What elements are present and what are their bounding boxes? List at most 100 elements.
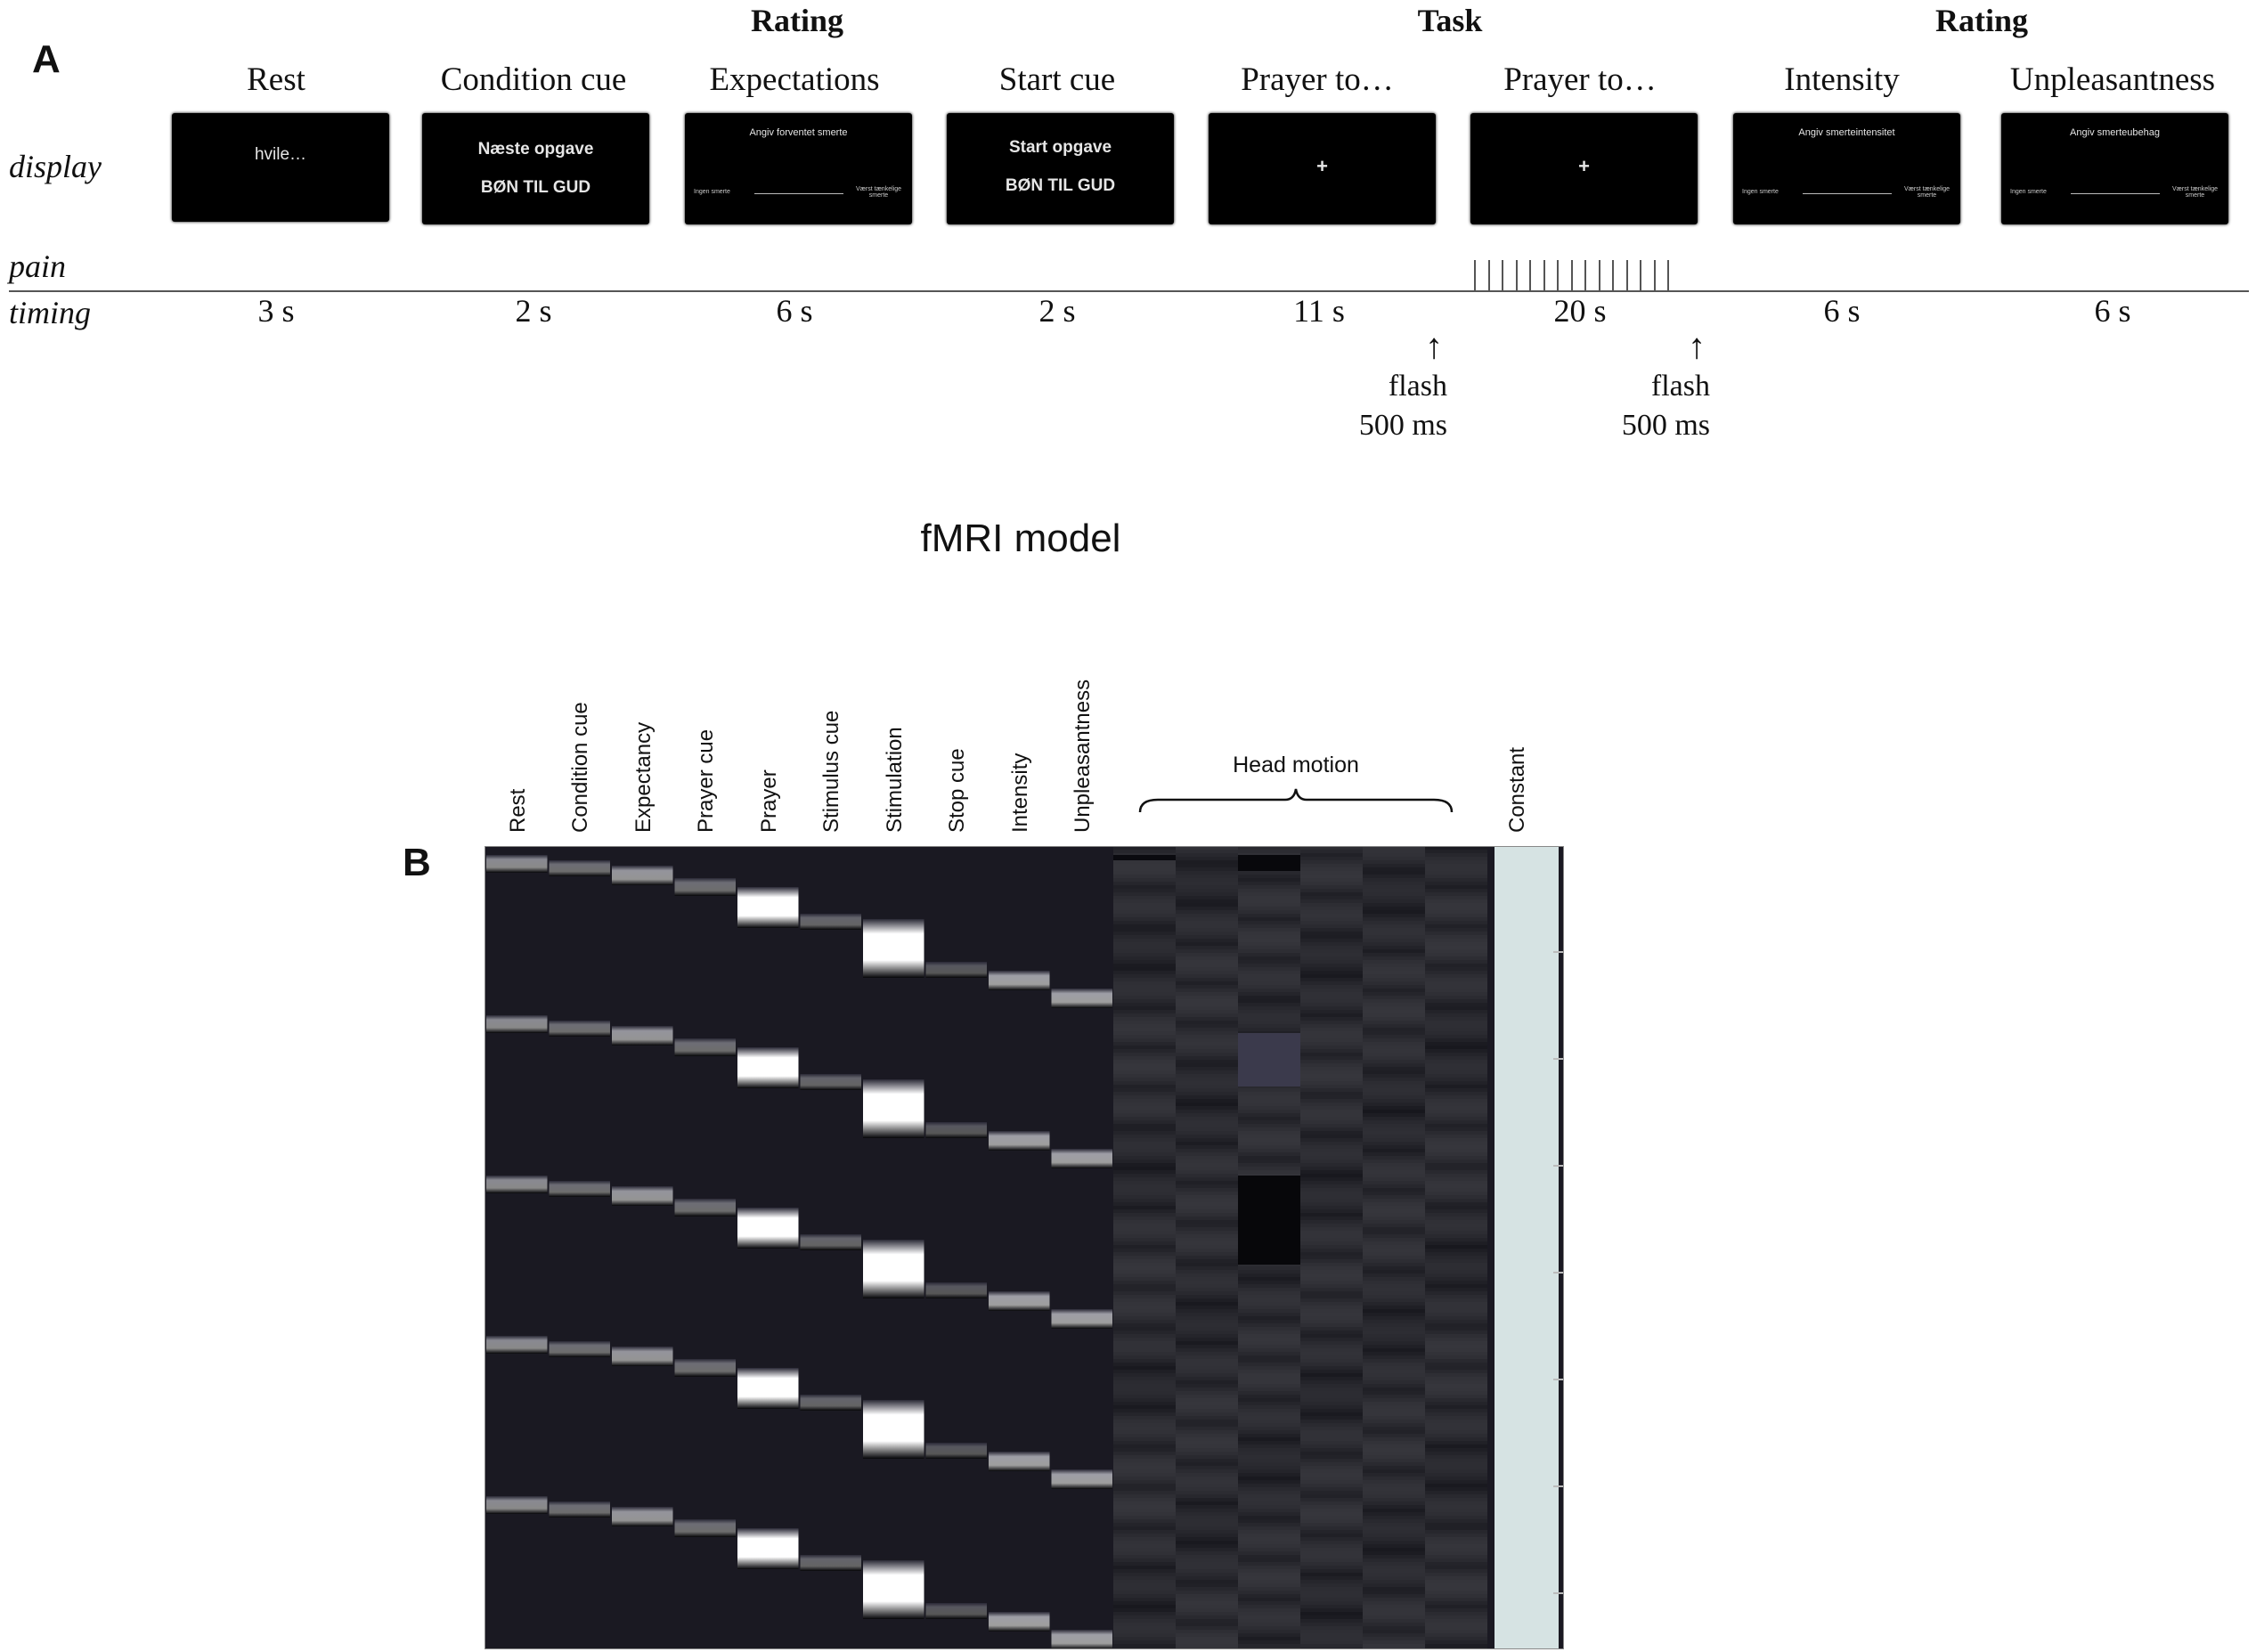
head-motion-stripe <box>1425 1106 1487 1110</box>
head-motion-stripe <box>1300 964 1363 967</box>
head-motion-stripe <box>1176 1348 1238 1352</box>
head-motion-stripe <box>1176 1256 1238 1259</box>
head-motion-stripe <box>1363 1576 1425 1580</box>
column-label-prayer: Prayer <box>757 769 781 833</box>
head-motion-stripe <box>1300 1558 1363 1562</box>
head-motion-stripe <box>1425 1405 1487 1409</box>
head-motion-stripe <box>1300 1612 1363 1615</box>
head-motion-stripe <box>1238 1494 1300 1498</box>
head-motion-stripe <box>1425 953 1487 956</box>
head-motion-stripe <box>1113 1110 1176 1113</box>
head-motion-stripe <box>1238 878 1300 882</box>
head-motion-stripe <box>1363 1526 1425 1530</box>
head-motion-stripe <box>1176 1623 1238 1626</box>
head-motion-stripe <box>1363 1174 1425 1177</box>
head-motion-stripe <box>1363 1302 1425 1306</box>
head-motion-stripe <box>1113 875 1176 878</box>
head-motion-stripe <box>1113 1477 1176 1480</box>
head-motion-stripe <box>1113 1644 1176 1648</box>
head-motion-stripe <box>1238 1274 1300 1277</box>
regressor-block <box>486 1496 548 1514</box>
head-motion-stripe <box>1300 1124 1363 1127</box>
head-motion-stripe <box>1300 1633 1363 1637</box>
head-motion-stripe <box>1176 1220 1238 1224</box>
head-motion-stripe <box>1113 1498 1176 1501</box>
head-motion-stripe <box>1425 1551 1487 1555</box>
head-motion-stripe <box>1300 1013 1363 1017</box>
head-motion-stripe <box>1300 1046 1363 1049</box>
head-motion-stripe <box>1238 1587 1300 1591</box>
head-motion-stripe <box>1176 1202 1238 1206</box>
head-motion-stripe <box>1300 921 1363 924</box>
pain-tick <box>1667 260 1669 290</box>
head-motion-stripe <box>1176 1480 1238 1484</box>
head-motion-stripe <box>1113 1078 1176 1081</box>
head-motion-stripe <box>1425 1420 1487 1423</box>
head-motion-stripe <box>1176 1541 1238 1544</box>
head-motion-stripe <box>1113 1437 1176 1441</box>
head-motion-stripe <box>1300 1031 1363 1035</box>
head-motion-stripe <box>1176 1338 1238 1341</box>
head-motion-stripe <box>1300 1281 1363 1284</box>
head-motion-stripe <box>1176 924 1238 928</box>
head-motion-stripe <box>1176 1074 1238 1078</box>
head-motion-stripe <box>1238 1160 1300 1163</box>
head-motion-stripe <box>1425 1601 1487 1605</box>
head-motion-stripe <box>1425 1594 1487 1598</box>
head-motion-stripe <box>1363 1131 1425 1135</box>
group-header-task: Task <box>1417 3 1483 38</box>
head-motion-stripe <box>1176 1238 1238 1241</box>
head-motion-stripe <box>1113 1569 1176 1573</box>
head-motion-stripe <box>1425 1259 1487 1263</box>
head-motion-stripe <box>1238 1640 1300 1644</box>
head-motion-stripe <box>1425 1498 1487 1501</box>
head-motion-stripe <box>1300 1316 1363 1320</box>
head-motion-stripe <box>1300 1142 1363 1145</box>
regressor-block <box>486 1015 548 1033</box>
head-motion-stripe <box>1300 1320 1363 1323</box>
head-motion-stripe <box>1176 921 1238 924</box>
head-motion-stripe <box>1300 1288 1363 1291</box>
head-motion-stripe <box>1300 1412 1363 1416</box>
head-motion-stripe <box>1300 1405 1363 1409</box>
head-motion-stripe <box>1300 1070 1363 1074</box>
head-motion-blob <box>1238 1176 1300 1265</box>
row-label-timing: timing <box>9 295 92 330</box>
column-label-unpleasantness: Unpleasantness <box>1071 679 1095 833</box>
pain-tick <box>1487 260 1490 290</box>
head-motion-stripe <box>1238 1569 1300 1573</box>
head-motion-stripe <box>1176 1412 1238 1416</box>
head-motion-stripe <box>1113 1462 1176 1466</box>
head-motion-stripe <box>1363 892 1425 896</box>
head-motion-stripe <box>1238 1099 1300 1103</box>
head-motion-stripe <box>1238 1548 1300 1551</box>
head-motion-stripe <box>1176 871 1238 875</box>
head-motion-stripe <box>1113 971 1176 974</box>
head-motion-stripe <box>1113 1298 1176 1302</box>
head-motion-stripe <box>1176 1430 1238 1434</box>
head-motion-stripe <box>1363 1537 1425 1541</box>
head-motion-stripe <box>1363 1277 1425 1281</box>
head-motion-stripe <box>1113 1327 1176 1331</box>
head-motion-stripe <box>1425 1640 1487 1644</box>
head-motion-stripe <box>1238 1594 1300 1598</box>
head-motion-stripe <box>1238 1017 1300 1021</box>
head-motion-stripe <box>1176 1163 1238 1167</box>
head-motion-stripe <box>1363 1405 1425 1409</box>
head-motion-stripe <box>1113 1031 1176 1035</box>
head-motion-stripe <box>1113 1320 1176 1323</box>
head-motion-stripe <box>1363 850 1425 853</box>
head-motion-stripe <box>1176 1181 1238 1184</box>
head-motion-stripe <box>1363 1594 1425 1598</box>
head-motion-stripe <box>1300 935 1363 939</box>
head-motion-stripe <box>1425 1195 1487 1199</box>
head-motion-stripe <box>1176 1573 1238 1576</box>
head-motion-stripe <box>1238 1434 1300 1437</box>
head-motion-stripe <box>1363 1220 1425 1224</box>
column-label-condition-cue: Condition cue <box>568 702 592 833</box>
head-motion-stripe <box>1363 864 1425 867</box>
head-motion-stripe <box>1363 1106 1425 1110</box>
head-motion-stripe <box>1425 1298 1487 1302</box>
head-motion-stripe <box>1300 932 1363 935</box>
regressor-block <box>1051 1309 1112 1329</box>
